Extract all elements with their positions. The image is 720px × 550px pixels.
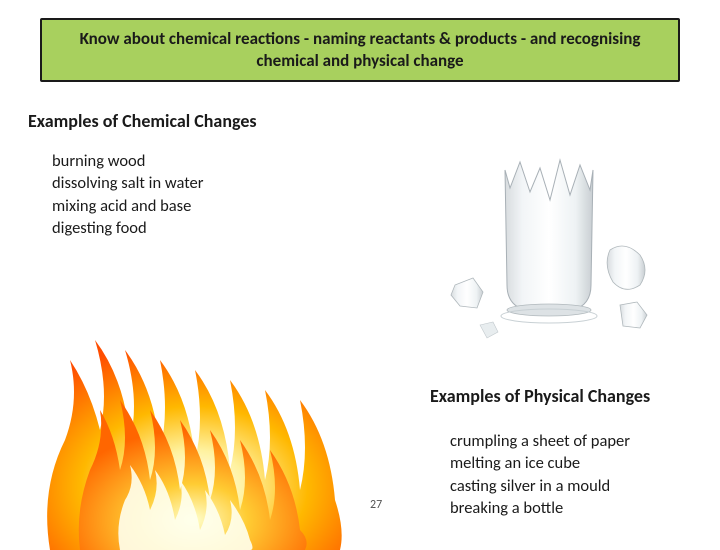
page-number: 27 <box>370 498 382 512</box>
list-item: crumpling a sheet of paper <box>450 430 630 452</box>
chemical-changes-title: Examples of Chemical Changes <box>28 110 257 132</box>
header-text: Know about chemical reactions - naming r… <box>80 28 641 71</box>
physical-changes-list: crumpling a sheet of paper melting an ic… <box>450 430 630 519</box>
slide-header: Know about chemical reactions - naming r… <box>40 18 680 82</box>
list-item: casting silver in a mould <box>450 475 630 497</box>
list-item: breaking a bottle <box>450 497 630 519</box>
list-item: melting an ice cube <box>450 452 630 474</box>
fire-illustration <box>30 240 360 550</box>
list-item: mixing acid and base <box>52 195 204 217</box>
broken-glass-illustration <box>425 130 685 360</box>
list-item: dissolving salt in water <box>52 172 204 194</box>
chemical-changes-list: burning wood dissolving salt in water mi… <box>52 150 204 239</box>
list-item: digesting food <box>52 217 204 239</box>
physical-changes-title: Examples of Physical Changes <box>430 385 650 407</box>
list-item: burning wood <box>52 150 204 172</box>
